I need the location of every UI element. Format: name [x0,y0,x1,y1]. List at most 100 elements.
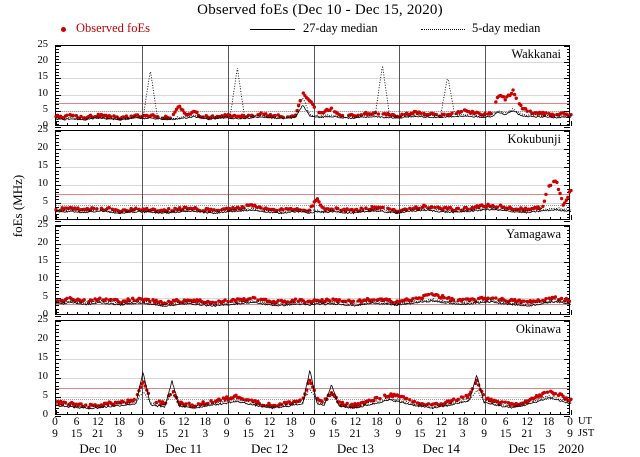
y-tick [55,91,59,93]
station-label-kokubunji: Kokubunji [504,132,564,147]
day-divider-line [313,131,315,219]
y-tick [566,52,570,54]
x-tick [485,215,487,220]
y-tick [566,381,570,383]
y-tick [55,416,61,417]
y-tick [55,185,61,186]
y-tick [566,217,570,219]
legend-median5-label: 5-day median [472,21,541,35]
y-tick [55,240,59,242]
x-tick [420,312,422,315]
day-divider-line [485,226,487,314]
x-tick [431,412,433,415]
panel-wakkanai: Wakkanai [54,45,573,128]
y-tick [566,408,570,410]
median27-path [55,105,572,121]
y-tick [55,366,59,368]
x-tick [195,217,197,220]
x-tick [410,312,412,315]
x-tick [292,123,294,126]
y-tick [564,78,570,80]
x-tick [174,123,176,126]
gridline [56,149,569,150]
x-tick [292,312,294,315]
x-tick [206,312,208,315]
x-tick [420,412,422,415]
y-tick [55,229,59,231]
y-tick-label: 5 [42,291,48,302]
y-tick [566,71,570,73]
y-tick [566,233,570,235]
y-tick-label: 20 [37,55,49,67]
x-tick [313,310,315,315]
y-tick [55,213,59,215]
y-tick [566,254,570,256]
y-tick [55,65,59,67]
y-tick [55,195,59,197]
median27-path [55,208,572,215]
y-tick [566,336,570,338]
x-tick [238,123,240,126]
station-label-okinawa: Okinawa [512,322,564,337]
x-tick [131,217,133,220]
y-tick [566,206,570,208]
day-divider-line [485,131,487,219]
gridline [56,110,569,112]
y-tick [566,134,570,136]
x-tick [345,412,347,415]
y-tick [564,149,570,150]
x-tick-label-jst: 15 [242,428,254,440]
trace-layer [55,369,573,410]
y-tick [566,88,570,90]
y-tick [566,81,570,83]
day-divider-line [141,131,143,219]
y-tick [55,174,59,176]
x-tick [216,123,218,126]
x-tick [517,217,519,220]
x-tick [270,217,272,220]
x-tick-label-jst: 21 [178,428,190,440]
y-tick [566,287,570,289]
x-tick [485,121,487,126]
x-tick [474,412,476,415]
x-tick [442,312,444,315]
y-tick [566,120,570,122]
x-tick [313,121,315,126]
day-divider-line [399,131,401,219]
x-tick [109,217,111,220]
x-tick [334,217,336,220]
x-tick [549,312,551,315]
gridline [56,397,569,398]
x-tick [463,412,465,415]
x-tick [474,217,476,220]
y-tick [55,203,61,204]
y-tick [566,347,570,349]
x-tick [474,312,476,315]
x-tick [324,312,326,315]
x-tick [549,123,551,126]
x-tick-label-jst: 21 [435,428,448,440]
y-tick [55,97,59,99]
y-tick [55,88,59,90]
x-tick [528,312,530,315]
x-tick [420,123,422,126]
y-tick [564,62,570,64]
y-tick [55,159,59,161]
x-tick [442,123,444,126]
x-tick [152,412,154,415]
x-tick [313,215,315,220]
y-tick [564,185,570,186]
red-reference-line [56,388,569,390]
x-tick [560,123,562,126]
y-tick [564,226,570,227]
y-tick [564,131,570,132]
x-tick [474,123,476,126]
y-tick [55,408,59,410]
x-tick [324,412,326,415]
y-tick [55,343,59,345]
y-tick [566,97,570,99]
x-day-label: Dec 11 [165,441,203,456]
day-divider-line [313,321,315,414]
x-tick [377,217,379,220]
x-tick [66,123,68,126]
